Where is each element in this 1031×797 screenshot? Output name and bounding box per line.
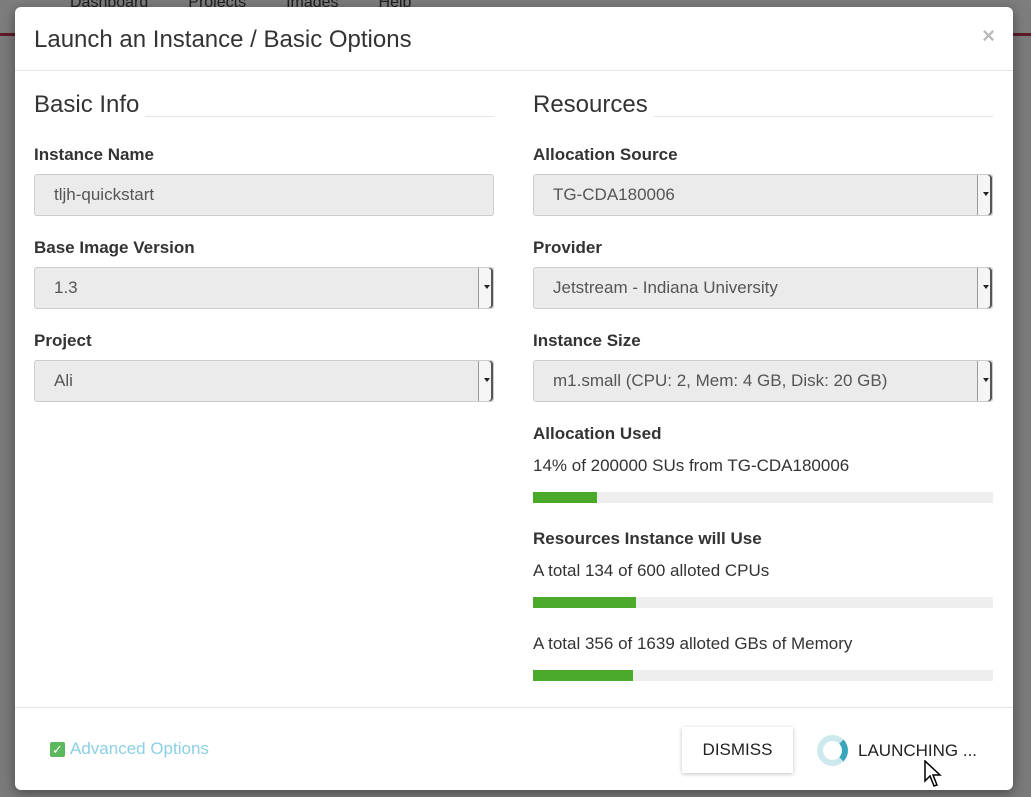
instance-name-label: Instance Name xyxy=(34,145,154,164)
memory-usage-fill xyxy=(533,670,633,681)
modal-header: Launch an Instance / Basic Options × xyxy=(15,7,1013,71)
resources-heading: Resources xyxy=(533,91,648,118)
instance-size-label: Instance Size xyxy=(533,331,641,350)
allocation-used-label: Allocation Used xyxy=(533,424,662,443)
base-image-label: Base Image Version xyxy=(34,238,195,257)
resources-use-label: Resources Instance will Use xyxy=(533,529,762,548)
chevron-down-icon xyxy=(983,378,989,382)
memory-usage-text: A total 356 of 1639 alloted GBs of Memor… xyxy=(533,634,853,653)
provider-label: Provider xyxy=(533,238,602,257)
nav-images: Images xyxy=(286,0,339,11)
launch-instance-modal: Launch an Instance / Basic Options × Bas… xyxy=(15,7,1013,790)
mouse-cursor-icon xyxy=(924,759,942,795)
advanced-options-label: Advanced Options xyxy=(70,739,209,758)
provider-value: Jetstream - Indiana University xyxy=(553,278,778,297)
cpu-usage-fill xyxy=(533,597,636,608)
instance-size-select[interactable]: m1.small (CPU: 2, Mem: 4 GB, Disk: 20 GB… xyxy=(533,360,993,402)
dismiss-button[interactable]: DISMISS xyxy=(682,727,793,773)
project-select[interactable]: Ali xyxy=(34,360,494,402)
launching-label: LAUNCHING ... xyxy=(858,740,978,760)
checkbox-checked-icon: ✓ xyxy=(50,741,65,757)
chevron-down-icon xyxy=(484,285,490,289)
launching-button[interactable]: LAUNCHING ... xyxy=(817,735,977,766)
nav-projects: Projects xyxy=(188,0,247,11)
nav-help: Help xyxy=(378,0,412,11)
instance-name-input[interactable]: tljh-quickstart xyxy=(34,174,494,216)
project-label: Project xyxy=(34,331,92,350)
project-value: Ali xyxy=(54,371,73,390)
allocation-source-select[interactable]: TG-CDA180006 xyxy=(533,174,993,216)
base-image-select[interactable]: 1.3 xyxy=(34,267,494,309)
basic-info-section: Basic Info Instance Name tljh-quickstart… xyxy=(34,91,494,424)
cpu-usage-bar xyxy=(533,597,993,608)
chevron-down-icon xyxy=(484,378,490,382)
allocation-used-bar xyxy=(533,492,993,503)
base-image-value: 1.3 xyxy=(54,278,78,297)
modal-title: Launch an Instance / Basic Options xyxy=(34,26,412,53)
allocation-source-label: Allocation Source xyxy=(533,145,678,164)
resources-section: Resources Allocation Source TG-CDA180006… xyxy=(533,91,993,707)
chevron-down-icon xyxy=(983,285,989,289)
provider-select[interactable]: Jetstream - Indiana University xyxy=(533,267,993,309)
advanced-options-toggle[interactable]: ✓ Advanced Options xyxy=(50,739,209,759)
nav-dashboard: Dashboard xyxy=(70,0,149,11)
spinner-icon xyxy=(817,735,848,766)
allocation-used-text: 14% of 200000 SUs from TG-CDA180006 xyxy=(533,456,850,475)
instance-size-value: m1.small (CPU: 2, Mem: 4 GB, Disk: 20 GB… xyxy=(553,371,888,390)
basic-info-heading: Basic Info xyxy=(34,91,140,118)
allocation-source-value: TG-CDA180006 xyxy=(553,185,675,204)
chevron-down-icon xyxy=(983,192,989,196)
memory-usage-bar xyxy=(533,670,993,681)
allocation-used-fill xyxy=(533,492,598,503)
close-icon[interactable]: × xyxy=(982,23,995,48)
cpu-usage-text: A total 134 of 600 alloted CPUs xyxy=(533,561,770,580)
modal-footer: ✓ Advanced Options DISMISS LAUNCHING ... xyxy=(15,707,1013,790)
